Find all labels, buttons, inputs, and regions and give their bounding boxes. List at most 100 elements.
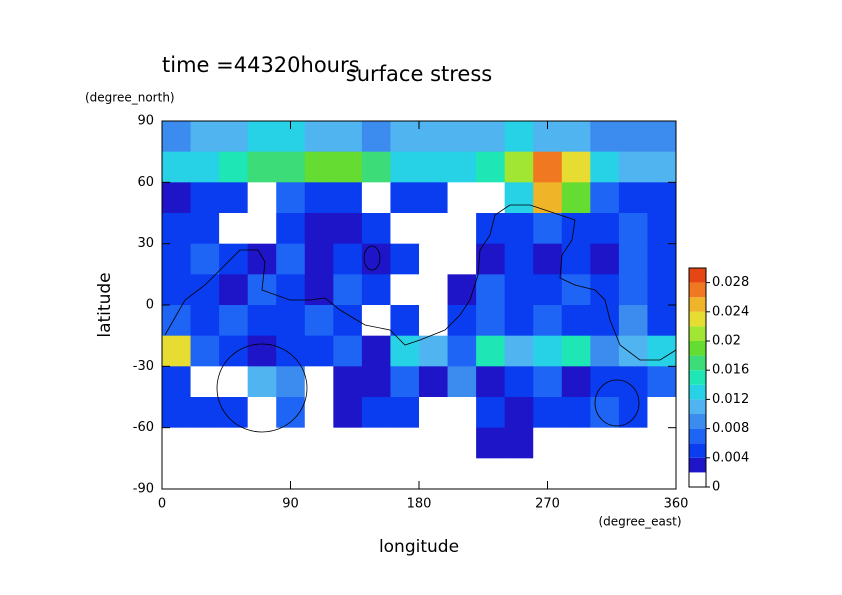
colorbar-band: [689, 370, 706, 385]
field-cell: [647, 243, 677, 275]
y-tick-label: -60: [133, 420, 154, 435]
field-cell: [647, 305, 677, 337]
colorbar-band: [689, 268, 706, 283]
field-cell: [419, 427, 449, 459]
subtitle: time =44320hours: [162, 53, 360, 77]
field-cell: [304, 274, 334, 306]
field-cell: [361, 274, 391, 306]
field-cell: [333, 213, 363, 245]
field-cell: [447, 121, 477, 153]
colorbar-tick-label: 0.008: [712, 421, 749, 436]
field-cell: [162, 121, 192, 153]
field-cell: [162, 305, 192, 337]
field-cell: [647, 366, 677, 398]
field-cell: [190, 305, 220, 337]
coastline: [164, 204, 677, 361]
field-cell: [162, 366, 192, 398]
field-cell: [476, 458, 506, 490]
field-cell: [333, 274, 363, 306]
field-cell: [361, 427, 391, 459]
field-cell: [219, 182, 249, 214]
field-cell: [247, 182, 277, 214]
field-cell: [333, 335, 363, 367]
field-cell: [533, 397, 563, 429]
field-cell: [162, 182, 192, 214]
colorbar-tick-label: 0.004: [712, 450, 749, 465]
field-cell: [333, 182, 363, 214]
field-cell: [533, 274, 563, 306]
field-cell: [190, 213, 220, 245]
field-cell: [276, 397, 306, 429]
field-cell: [647, 397, 677, 429]
field-cell: [447, 305, 477, 337]
field-cell: [590, 121, 620, 153]
coastlines: [164, 204, 677, 433]
field-cell: [390, 274, 420, 306]
colorbar-band: [689, 311, 706, 327]
field-cell: [390, 151, 420, 183]
field-cell: [647, 121, 677, 153]
field-cell: [447, 366, 477, 398]
field-cell: [618, 121, 648, 153]
field-cell: [361, 151, 391, 183]
field-cell: [390, 182, 420, 214]
field-cell: [504, 305, 534, 337]
field-cell: [590, 182, 620, 214]
colorbar-tick-label: 0.028: [712, 275, 749, 290]
field-cell: [190, 182, 220, 214]
field-cell: [504, 427, 534, 459]
x-tick-label: 0: [158, 497, 166, 512]
field-cell: [361, 397, 391, 429]
field-cell: [304, 121, 334, 153]
field-cell: [219, 121, 249, 153]
colorbar-band: [689, 326, 706, 341]
field-cell: [504, 151, 534, 183]
field-cell: [190, 366, 220, 398]
field-cell: [419, 213, 449, 245]
field-cell: [647, 151, 677, 183]
field-cell: [162, 213, 192, 245]
field-cell: [533, 366, 563, 398]
field-cell: [504, 243, 534, 275]
field-cell: [162, 335, 192, 367]
field-cell: [361, 335, 391, 367]
field-cell: [419, 151, 449, 183]
x-tick-label: 360: [664, 497, 689, 512]
field-cell: [419, 121, 449, 153]
field-cell: [304, 305, 334, 337]
colorbar-tick-label: 0.012: [712, 392, 749, 407]
field-cell: [219, 151, 249, 183]
field-cell: [247, 305, 277, 337]
field-cell: [419, 458, 449, 490]
field-cell: [647, 458, 677, 490]
field-cell: [504, 397, 534, 429]
y-tick-label: 0: [146, 298, 154, 313]
coastline: [594, 379, 640, 427]
colorbar-band: [689, 355, 706, 371]
field-cell: [561, 121, 591, 153]
field-cell: [561, 427, 591, 459]
field-cell: [333, 427, 363, 459]
field-cell: [333, 366, 363, 398]
field-cell: [276, 335, 306, 367]
field-cell: [190, 121, 220, 153]
x-unit: (degree_east): [598, 515, 681, 529]
colorbar-tick-label: 0.02: [712, 334, 741, 349]
colorbar-band: [689, 472, 706, 487]
field-cell: [419, 305, 449, 337]
field-cell: [618, 151, 648, 183]
field-cell: [247, 458, 277, 490]
field-cell: [476, 397, 506, 429]
field-cell: [504, 213, 534, 245]
field-cell: [419, 243, 449, 275]
field-cell: [476, 182, 506, 214]
field-cell: [647, 213, 677, 245]
field-cell: [590, 243, 620, 275]
field-cell: [390, 213, 420, 245]
field-cell: [447, 182, 477, 214]
field-cell: [361, 213, 391, 245]
field-cell: [304, 397, 334, 429]
field-cell: [561, 151, 591, 183]
field-cell: [276, 182, 306, 214]
field-cell: [533, 213, 563, 245]
